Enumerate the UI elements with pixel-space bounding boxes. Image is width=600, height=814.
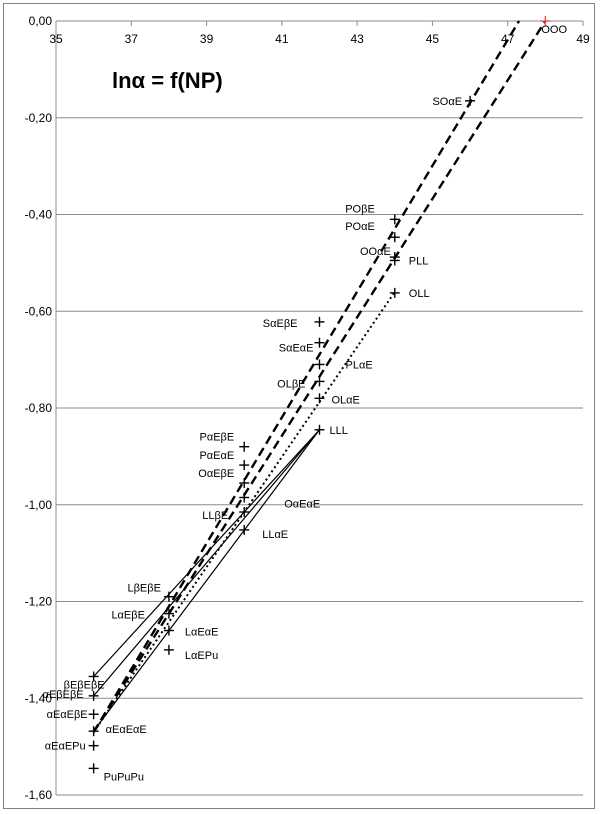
data-point-marker: [540, 16, 551, 26]
x-tick-label: 49: [576, 32, 590, 46]
data-point-marker: [314, 376, 325, 387]
data-point-marker: [465, 95, 476, 106]
point-label: SOαE: [432, 96, 462, 108]
chart-frame: [3, 3, 595, 809]
x-tick-label: 47: [501, 32, 515, 46]
data-point-marker: [314, 393, 325, 404]
data-point-marker: [239, 477, 250, 488]
point-label: OαEβE: [198, 468, 234, 480]
data-point-marker: [314, 359, 325, 370]
point-label: POβE: [345, 203, 375, 215]
point-label: POαE: [345, 221, 375, 233]
data-points: [88, 16, 551, 774]
point-label: αEβEβE: [43, 689, 84, 701]
data-point-marker: [314, 316, 325, 327]
data-point-marker: [88, 709, 99, 720]
data-point-marker: [389, 214, 400, 225]
point-label: OαEαE: [284, 498, 320, 510]
fit-line-dashed: [92, 20, 521, 733]
y-tick-label: -0,40: [25, 208, 53, 222]
point-label: LβEβE: [127, 583, 160, 595]
fit-line-solid: [93, 429, 320, 697]
x-tick-label: 41: [275, 32, 289, 46]
point-label: SαEαE: [279, 343, 314, 355]
point-label: LαEβE: [111, 610, 144, 622]
x-tick-label: 43: [350, 32, 364, 46]
y-tick-label: 0,00: [29, 14, 53, 28]
point-label: LLβE: [202, 510, 228, 522]
data-point-marker: [389, 287, 400, 298]
point-label: PLαE: [346, 359, 373, 371]
point-label: LLL: [330, 425, 348, 437]
data-point-marker: [88, 671, 99, 682]
point-label: OOO: [541, 24, 567, 36]
point-label: αEαEβE: [47, 709, 88, 721]
point-label: LαEαE: [185, 627, 219, 639]
point-label: OLL: [409, 288, 430, 300]
point-label: OOαE: [360, 246, 391, 258]
data-point-marker: [88, 726, 99, 737]
y-tick-label: -0,80: [25, 401, 53, 415]
x-tick-label: 45: [426, 32, 440, 46]
data-point-marker: [239, 441, 250, 452]
fit-line-solid: [93, 429, 320, 677]
fit-line-solid: [93, 429, 320, 732]
point-label: OLαE: [332, 394, 360, 406]
point-label: LLαE: [262, 529, 288, 541]
point-label: PuPuPu: [104, 771, 144, 783]
x-tick-label: 37: [125, 32, 139, 46]
x-tick-label: 39: [200, 32, 214, 46]
data-point-marker: [163, 625, 174, 636]
point-label: PαEαE: [199, 450, 234, 462]
point-label: βEβEβE: [64, 679, 105, 691]
data-point-marker: [163, 591, 174, 602]
data-point-marker: [314, 337, 325, 348]
y-tick-label: -0,60: [25, 304, 53, 318]
point-label: PαEβE: [200, 432, 235, 444]
point-label: PLL: [409, 255, 429, 267]
data-point-marker: [88, 763, 99, 774]
data-point-marker: [163, 644, 174, 655]
data-point-marker: [88, 690, 99, 701]
y-tick-label: -0,20: [25, 111, 53, 125]
point-label: LαEPu: [185, 650, 218, 662]
data-point-marker: [239, 507, 250, 518]
y-tick-label: -1,40: [25, 691, 53, 705]
data-point-marker: [239, 460, 250, 471]
data-point-marker: [239, 524, 250, 535]
point-label: αEαEαE: [106, 724, 147, 736]
data-point-marker: [389, 255, 400, 266]
y-tick-label: -1,00: [25, 498, 53, 512]
point-label: αEαEPu: [45, 741, 86, 753]
y-tick-label: -1,60: [25, 788, 53, 802]
data-point-marker: [88, 740, 99, 751]
axis-layer: 0,00 -0,20 -0,40 -0,60 -0,80 -1,00 -1,20 -1,40 -…: [25, 14, 590, 802]
data-point-marker: [163, 608, 174, 619]
data-point-marker: [389, 232, 400, 243]
point-labels: OOO SOαE POβE POαE OOαE PLL OLL SαEβE SαEαE PLαE O…: [43, 24, 568, 783]
point-label: SαEβE: [263, 318, 298, 330]
grid-layer: [56, 20, 583, 796]
x-tick-label: 35: [49, 32, 63, 46]
chart-title: lnα = f(NP): [112, 68, 223, 93]
point-label: OLβE: [277, 378, 305, 390]
data-point-marker: [239, 492, 250, 503]
data-point-marker: [314, 424, 325, 435]
y-tick-label: -1,20: [25, 595, 53, 609]
